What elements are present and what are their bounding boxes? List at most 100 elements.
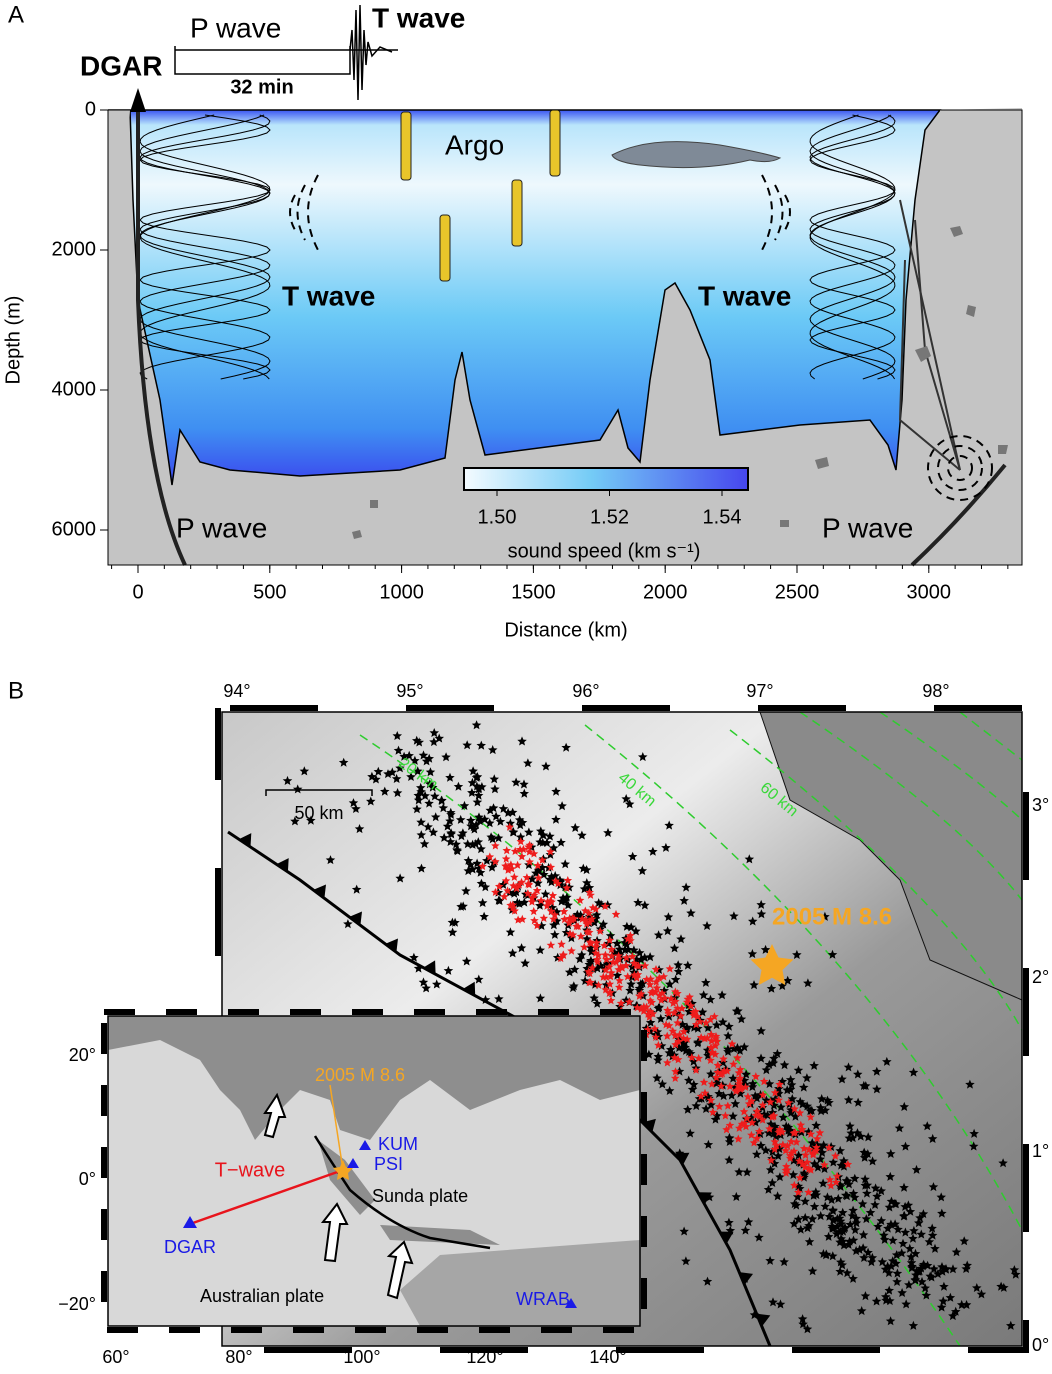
earthquake (477, 898, 488, 907)
earthquake (706, 1069, 716, 1079)
earthquake (800, 1196, 810, 1206)
earthquake (835, 1237, 845, 1247)
earthquake (652, 1073, 662, 1083)
earthquake (807, 1214, 818, 1224)
earthquake (798, 1319, 808, 1329)
earthquake (900, 1201, 910, 1211)
earthquake (392, 788, 403, 798)
earthquake-red (747, 1096, 756, 1105)
earthquake (471, 720, 482, 730)
earthquake (861, 1214, 872, 1224)
trench-tooth (756, 1313, 771, 1327)
earthquake-red (564, 918, 574, 927)
argo-label: Argo (445, 129, 504, 160)
earthquake (615, 1001, 625, 1011)
earthquake (569, 981, 579, 991)
earthquake-red (607, 951, 617, 960)
earthquake (462, 839, 473, 849)
earthquake (951, 1247, 962, 1257)
earthquake (817, 1147, 827, 1157)
earthquake (420, 790, 430, 800)
earthquake (739, 1042, 750, 1052)
earthquake (766, 983, 777, 993)
trench-tooth (462, 981, 476, 996)
earthquake (591, 910, 602, 920)
earthquake-red (801, 1150, 810, 1159)
earthquake (822, 1095, 833, 1105)
station-label: KUM (378, 1134, 418, 1154)
earthquake (471, 820, 481, 829)
earthquake (885, 1171, 895, 1181)
earthquake-red (673, 1018, 682, 1027)
earthquake (395, 763, 405, 773)
earthquake (769, 1053, 779, 1063)
earthquake (472, 797, 483, 807)
station-label: PSI (374, 1154, 403, 1174)
earthquake (450, 917, 460, 927)
earthquake (373, 766, 384, 776)
station-marker (130, 88, 146, 112)
earthquake (866, 1257, 877, 1267)
earthquake (645, 1017, 656, 1027)
earthquake (916, 1229, 926, 1239)
earthquake-red (626, 931, 635, 940)
earthquake-red (743, 1092, 753, 1101)
earthquake-red (804, 1145, 814, 1154)
earthquake (474, 974, 484, 984)
lat-tick-label: 1° (1032, 1141, 1049, 1161)
earthquake (419, 839, 430, 849)
earthquake (835, 1181, 846, 1191)
earthquake-red (687, 1053, 697, 1062)
earthquake (774, 1144, 785, 1153)
earthquake (909, 1225, 919, 1235)
earthquake (828, 1206, 838, 1216)
lat-tick-label: 0° (79, 1169, 96, 1189)
earthquake-red (770, 1144, 779, 1153)
earthquake (391, 773, 402, 783)
earthquake (505, 927, 516, 937)
earthquake (428, 782, 438, 792)
earthquake-red (623, 972, 632, 981)
earthquake (969, 1128, 979, 1138)
earthquake-red (581, 906, 590, 915)
p-ray (910, 463, 1007, 567)
earthquake (653, 930, 664, 940)
earthquake (917, 1276, 927, 1286)
earthquake-red (546, 906, 556, 915)
earthquake (918, 1209, 929, 1219)
earthquake (876, 1186, 886, 1196)
earthquake (627, 851, 638, 861)
earthquake (624, 799, 635, 809)
land (760, 712, 1022, 1000)
earthquake (299, 766, 310, 776)
earthquake-red (616, 962, 626, 971)
earthquake (467, 787, 477, 797)
earthquake-red (585, 969, 595, 978)
earthquake-red (546, 940, 556, 949)
earthquake (789, 1218, 799, 1228)
earthquake (863, 1149, 873, 1159)
earthquake (664, 820, 674, 830)
earthquake (625, 985, 635, 995)
earthquake-red (586, 978, 595, 987)
earthquake-red (663, 1058, 672, 1067)
earthquake (538, 837, 548, 847)
earthquake (724, 1155, 734, 1165)
earthquake-red (668, 998, 678, 1007)
earthquake (476, 844, 486, 854)
earthquake (799, 1082, 809, 1092)
earthquake (637, 866, 648, 875)
earthquake (564, 967, 575, 977)
earthquake (487, 862, 497, 872)
earthquake (701, 1104, 711, 1113)
earthquake (747, 949, 758, 959)
earthquake-red (556, 954, 565, 963)
earthquake (495, 816, 506, 826)
earthquake (764, 1128, 774, 1138)
earthquake (656, 1013, 666, 1023)
earthquake-red (747, 1118, 757, 1127)
lat-tick-label: 3° (1032, 795, 1049, 815)
earthquake (779, 1060, 790, 1070)
earthquake (920, 1283, 930, 1293)
earthquake (891, 1258, 901, 1268)
